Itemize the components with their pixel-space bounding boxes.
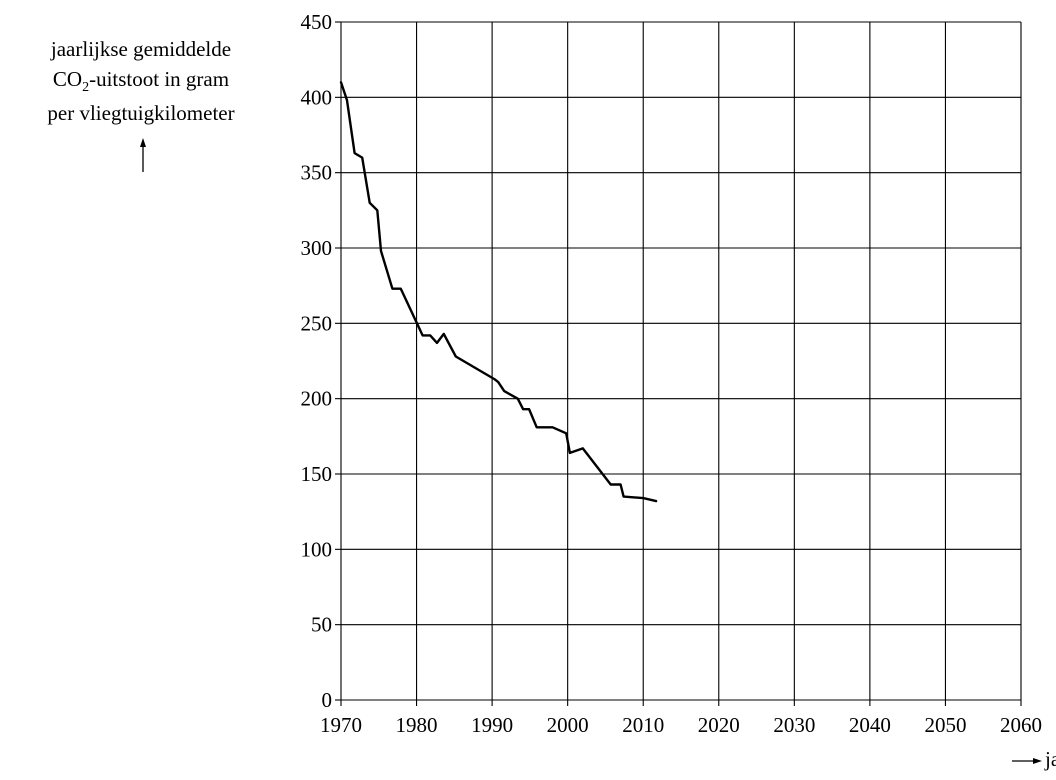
x-tick-label: 2050 bbox=[924, 713, 966, 737]
x-tick-labels: 1970 1980 1990 2000 2010 2020 2030 2040 2050 2060 bbox=[320, 713, 1042, 737]
y-tick-label: 100 bbox=[301, 537, 333, 561]
y-tick-label: 400 bbox=[301, 85, 333, 109]
y-axis-label-line-3: per vliegtuigkilometer bbox=[47, 101, 235, 125]
x-tick-label: 2040 bbox=[849, 713, 891, 737]
series-line-0 bbox=[339, 81, 658, 503]
y-tick-label: 250 bbox=[301, 311, 333, 335]
y-tick-label: 300 bbox=[301, 236, 333, 260]
up-arrow-icon bbox=[140, 138, 146, 172]
y-axis-label-co: CO bbox=[52, 67, 83, 91]
y-tick-label: 450 bbox=[301, 10, 333, 34]
x-tick-label: 1970 bbox=[320, 713, 362, 737]
x-tick-label: 2010 bbox=[622, 713, 664, 737]
grid bbox=[335, 21, 1022, 706]
x-axis-label: jaar bbox=[1012, 747, 1056, 772]
x-tick-label: 2000 bbox=[547, 713, 589, 737]
series-lines bbox=[339, 81, 658, 503]
right-arrow-icon bbox=[1012, 758, 1042, 765]
x-tick-label: 1980 bbox=[396, 713, 438, 737]
x-axis-label-text: jaar bbox=[1045, 747, 1056, 771]
y-tick-label: 150 bbox=[301, 462, 333, 486]
y-tick-label: 0 bbox=[322, 688, 333, 712]
y-tick-label: 200 bbox=[301, 387, 333, 411]
x-tick-label: 1990 bbox=[471, 713, 513, 737]
y-tick-labels: 0 50 100 150 200 250 300 350 400 450 bbox=[301, 10, 333, 712]
y-axis-label: jaarlijkse gemiddelde CO2-uitstoot in gr… bbox=[0, 34, 282, 128]
y-axis-label-line-1: jaarlijkse gemiddelde bbox=[50, 37, 232, 61]
y-axis-label-subscript: 2 bbox=[82, 80, 90, 95]
y-axis-label-rest: -uitstoot in gram bbox=[89, 67, 230, 91]
y-axis-label-line-2: CO2-uitstoot in gram bbox=[0, 64, 282, 98]
x-tick-label: 2030 bbox=[773, 713, 815, 737]
y-tick-label: 50 bbox=[311, 613, 332, 637]
y-tick-label: 350 bbox=[301, 161, 333, 185]
x-tick-label: 2060 bbox=[1000, 713, 1042, 737]
x-tick-label: 2020 bbox=[698, 713, 740, 737]
